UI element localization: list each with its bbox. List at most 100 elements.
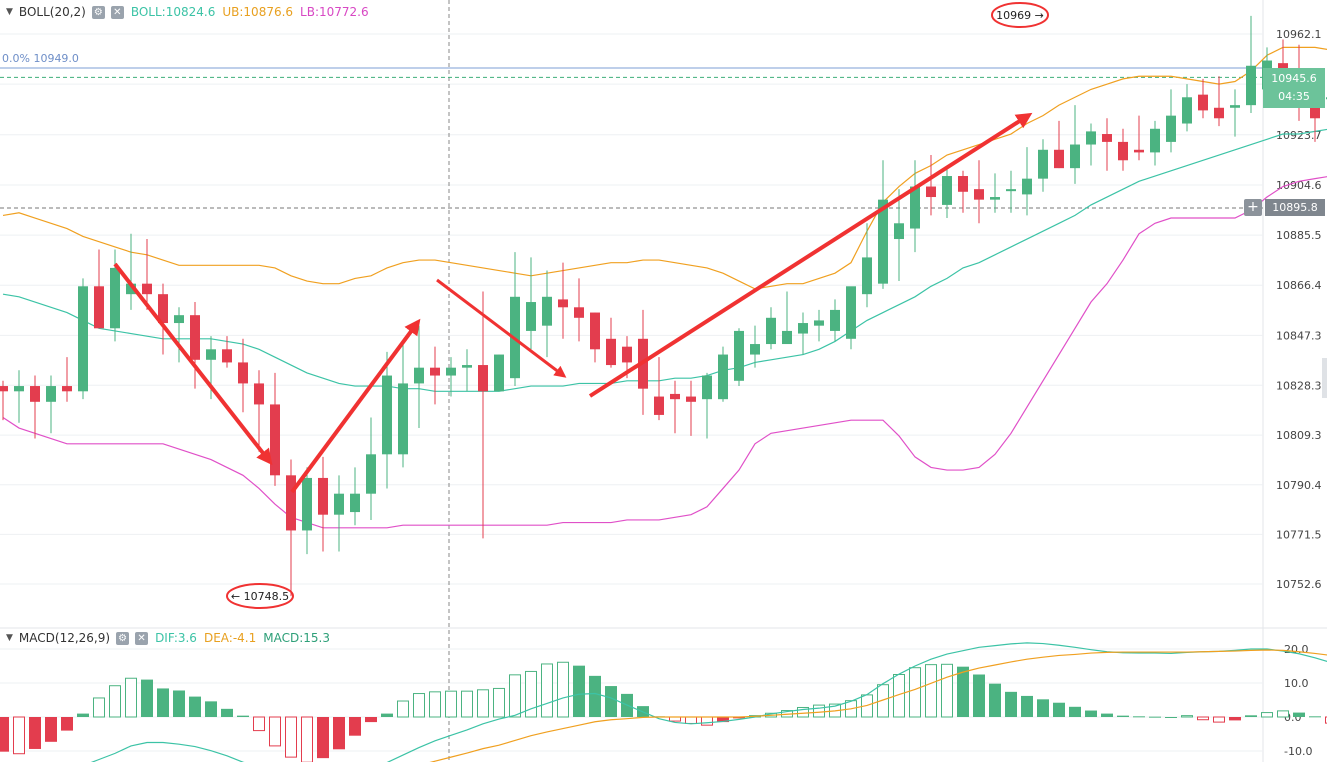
candle-body [1182, 97, 1192, 124]
price-tick-label: 10885.5 [1276, 229, 1322, 242]
macd-hist-bar [365, 717, 377, 723]
macd-hist-bar [717, 717, 729, 723]
candle [1086, 123, 1096, 166]
candle [990, 173, 1000, 213]
boll-lb-value: LB:10772.6 [300, 5, 369, 19]
candle [942, 165, 952, 219]
candle-body [1166, 115, 1176, 142]
candle [174, 307, 184, 363]
close-icon[interactable]: ✕ [135, 631, 149, 645]
candle-body [1118, 141, 1128, 161]
candle [542, 270, 552, 358]
macd-hist-bar [221, 708, 233, 717]
candle-body [670, 393, 680, 400]
trend-arrow [588, 112, 1033, 398]
candle-body [542, 296, 552, 326]
candle-body [830, 309, 840, 331]
macd-hist-bar [1165, 717, 1177, 718]
candle [782, 291, 792, 345]
last-price-value: 10945.6 [1271, 72, 1317, 85]
candle-body [990, 197, 1000, 200]
candle [494, 354, 504, 392]
macd-hist-bar [813, 704, 825, 718]
candle [14, 370, 24, 423]
candle [750, 325, 760, 368]
candle [1198, 78, 1208, 119]
candle-body [174, 315, 184, 324]
macd-hist-bar [45, 717, 57, 742]
collapse-caret-icon[interactable]: ▼ [6, 7, 13, 17]
macd-hist-bar [669, 716, 681, 722]
candle-countdown: 04:35 [1278, 90, 1310, 103]
candle-body [702, 375, 712, 400]
macd-hist-bar [1005, 691, 1017, 717]
candle-body [302, 477, 312, 531]
settings-gear-icon[interactable]: ⚙ [116, 631, 130, 645]
macd-hist-bar [477, 689, 489, 718]
price-annotation-label: ← 10748.5 [231, 590, 289, 603]
boll-middle-band [2, 128, 1327, 392]
candle [366, 417, 376, 520]
macd-hist-bar [493, 687, 505, 718]
candle [702, 372, 712, 439]
candle [910, 160, 920, 253]
trend-arrow [290, 318, 421, 494]
macd-hist-bar [877, 684, 889, 718]
fib-level-label: 0.0% 10949.0 [2, 52, 79, 65]
macd-hist-bar [1021, 695, 1033, 717]
crosshair-plus-icon[interactable]: + [1244, 199, 1262, 216]
candle [222, 336, 232, 368]
macd-hist-bar [61, 717, 73, 731]
candle-body [558, 299, 568, 308]
candle-body [1230, 105, 1240, 108]
candle [110, 249, 120, 342]
macd-hist-bar [509, 674, 521, 718]
macd-hist-bar [1293, 712, 1305, 717]
candle-body [142, 283, 152, 295]
candle-body [750, 344, 760, 355]
candle-body [206, 349, 216, 360]
crosshair-price-badge: 10895.8 [1265, 199, 1325, 216]
candle [254, 370, 264, 452]
candle-body [318, 477, 328, 515]
settings-gear-icon[interactable]: ⚙ [91, 5, 105, 19]
candle [1150, 120, 1160, 166]
macd-hist-bar [445, 690, 457, 718]
macd-hist-bar [1309, 716, 1321, 718]
annotation-circle [226, 583, 294, 609]
last-price-badge[interactable]: 10945.6 04:35 [1263, 68, 1325, 108]
macd-hist-bar [173, 690, 185, 717]
price-tick-label: 10752.6 [1276, 578, 1322, 591]
candle-body [1198, 94, 1208, 111]
candle [1246, 15, 1256, 114]
macd-hist-bar [733, 717, 745, 719]
macd-dea-value: DEA:-4.1 [203, 631, 257, 645]
macd-hist-bar [1181, 715, 1193, 718]
macd-hist-bar [333, 717, 345, 750]
macd-hist-bar [1277, 710, 1289, 718]
candle-body [78, 286, 88, 392]
candle-body [46, 386, 56, 402]
candle [414, 325, 424, 429]
macd-hist-bar [1101, 713, 1113, 717]
candle-body [1054, 149, 1064, 169]
candle-body [238, 362, 248, 384]
candle [398, 344, 408, 468]
candle-body [14, 386, 24, 392]
candle-body [446, 367, 456, 376]
candle [1230, 89, 1240, 137]
candle [382, 351, 392, 489]
macd-hist-bar [189, 696, 201, 717]
collapse-caret-icon[interactable]: ▼ [6, 633, 13, 643]
macd-hist-bar [989, 683, 1001, 717]
candle [734, 328, 744, 387]
close-icon[interactable]: ✕ [110, 5, 124, 19]
candle [190, 302, 200, 389]
macd-hist-bar [1037, 699, 1049, 717]
candle [350, 467, 360, 526]
candle [478, 291, 488, 539]
candle-body [462, 365, 472, 368]
macd-hist-bar [1133, 716, 1145, 718]
candle-body [334, 493, 344, 515]
